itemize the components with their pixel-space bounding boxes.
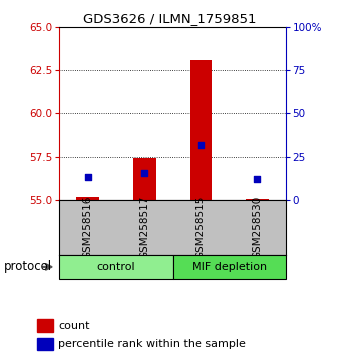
Bar [173, 255, 286, 279]
Bar [246, 199, 269, 200]
Bar [37, 319, 53, 332]
Text: count: count [58, 321, 90, 331]
Text: protocol: protocol [3, 261, 52, 273]
Point [255, 176, 260, 182]
Text: control: control [97, 262, 135, 272]
Point [198, 142, 204, 147]
Text: GDS3626 / ILMN_1759851: GDS3626 / ILMN_1759851 [83, 12, 257, 25]
Text: GSM258516: GSM258516 [83, 196, 93, 259]
Text: GSM258517: GSM258517 [139, 196, 149, 259]
Bar [133, 158, 156, 200]
Text: MIF depletion: MIF depletion [191, 262, 267, 272]
Text: percentile rank within the sample: percentile rank within the sample [58, 339, 246, 349]
Bar [189, 59, 212, 200]
Text: GSM258530: GSM258530 [252, 196, 262, 259]
Bar [59, 255, 173, 279]
Point [141, 170, 147, 176]
Bar [76, 198, 99, 200]
Bar [37, 338, 53, 350]
Point [85, 175, 90, 180]
Text: GSM258515: GSM258515 [196, 196, 206, 259]
